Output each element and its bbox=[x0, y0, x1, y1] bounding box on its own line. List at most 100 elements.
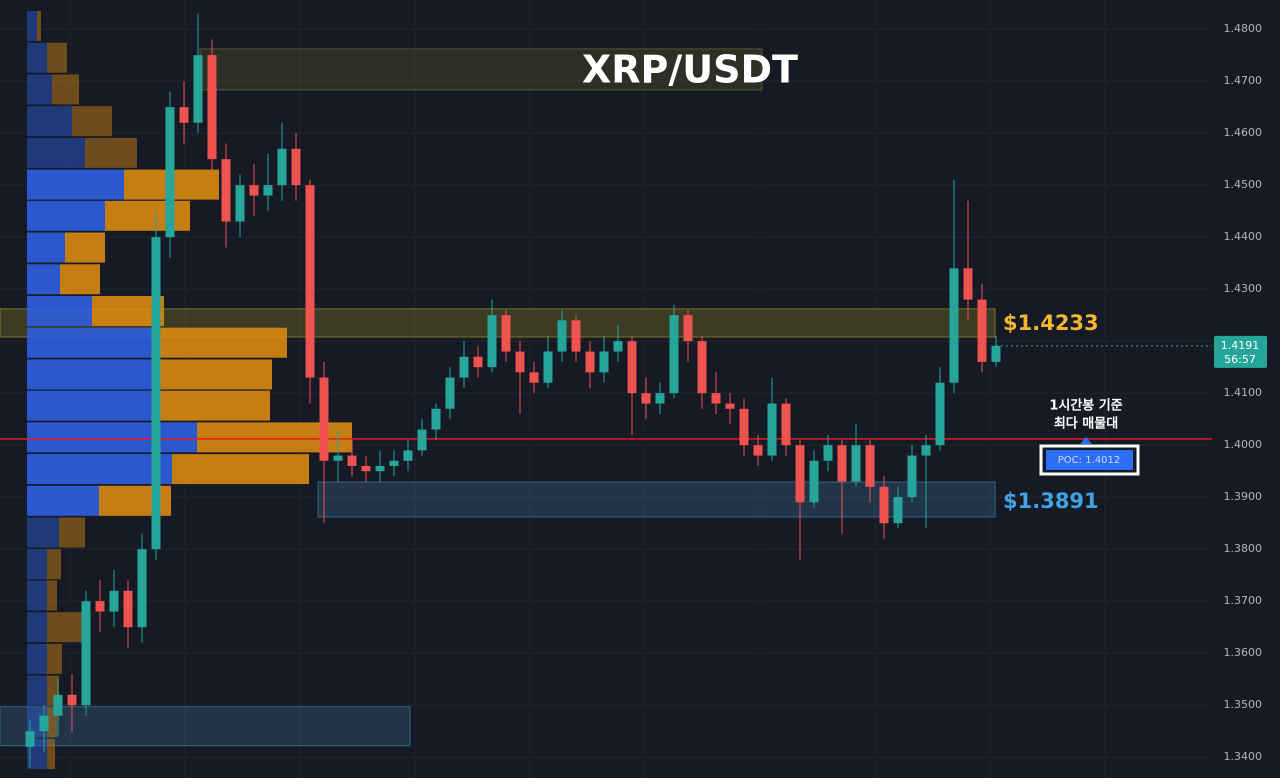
candle-body bbox=[81, 601, 91, 706]
candle-body bbox=[557, 320, 567, 352]
candle-body bbox=[725, 403, 735, 409]
profile-sell bbox=[47, 612, 82, 643]
candle-body bbox=[865, 445, 875, 487]
candle-body bbox=[305, 185, 315, 378]
y-tick-label: 1.3500 bbox=[1224, 698, 1263, 711]
candle-body bbox=[361, 465, 371, 472]
candle-body bbox=[585, 351, 595, 373]
candle-body bbox=[235, 185, 245, 222]
zone bbox=[317, 481, 996, 518]
candle-body bbox=[473, 356, 483, 368]
profile-buy bbox=[27, 264, 60, 295]
chart-title: XRP/USDT bbox=[582, 48, 798, 92]
profile-sell bbox=[85, 137, 137, 168]
profile-sell bbox=[47, 580, 57, 611]
profile-buy bbox=[27, 42, 47, 73]
annotation: 1시간봉 기준 bbox=[1049, 398, 1122, 414]
candle-body bbox=[207, 55, 217, 160]
candle-body bbox=[669, 315, 679, 394]
candle-body bbox=[39, 715, 49, 732]
candle-body bbox=[655, 393, 665, 404]
level-label: $1.3891 bbox=[1003, 489, 1099, 513]
candle-body bbox=[543, 351, 553, 383]
profile-buy bbox=[27, 74, 52, 105]
profile-sell bbox=[47, 643, 62, 674]
candle-body bbox=[795, 445, 805, 503]
y-tick-label: 1.4100 bbox=[1224, 386, 1263, 399]
candle-body bbox=[851, 445, 861, 482]
profile-sell bbox=[47, 739, 55, 770]
candle-body bbox=[711, 393, 721, 404]
profile-buy bbox=[27, 485, 99, 516]
profile-buy bbox=[27, 359, 152, 390]
candle-body bbox=[25, 731, 35, 747]
candle-body bbox=[823, 445, 833, 461]
candle-body bbox=[375, 465, 385, 472]
zone bbox=[199, 48, 763, 91]
y-tick-label: 1.4400 bbox=[1224, 230, 1263, 243]
candle-body bbox=[683, 315, 693, 342]
profile-buy bbox=[27, 580, 47, 611]
candle-body bbox=[291, 148, 301, 186]
profile-sell bbox=[152, 359, 272, 390]
profile-buy bbox=[27, 200, 105, 231]
candle-body bbox=[53, 694, 63, 716]
profile-sell bbox=[157, 327, 287, 358]
candle-body bbox=[403, 450, 413, 461]
y-tick-label: 1.4300 bbox=[1224, 282, 1263, 295]
profile-buy bbox=[27, 517, 59, 548]
profile-buy bbox=[27, 106, 72, 137]
candle-body bbox=[319, 377, 329, 461]
profile-buy bbox=[27, 422, 197, 453]
profile-buy bbox=[27, 454, 172, 485]
candle-body bbox=[151, 237, 161, 550]
candle-body bbox=[879, 486, 889, 524]
poc-box-frame bbox=[1039, 444, 1140, 476]
profile-buy bbox=[27, 11, 37, 42]
candle-body bbox=[641, 393, 651, 404]
candle-body bbox=[767, 403, 777, 456]
profile-buy bbox=[27, 390, 152, 421]
candle-body bbox=[935, 382, 945, 446]
candle-body bbox=[515, 351, 525, 373]
candle-body bbox=[921, 445, 931, 456]
candle-body bbox=[697, 341, 707, 394]
y-tick-label: 1.4000 bbox=[1224, 438, 1263, 451]
profile-buy bbox=[27, 232, 65, 263]
candle-body bbox=[837, 445, 847, 482]
level-label: $1.4233 bbox=[1003, 311, 1099, 335]
profile-sell bbox=[105, 200, 190, 231]
profile-sell bbox=[52, 74, 79, 105]
y-tick-label: 1.3700 bbox=[1224, 594, 1263, 607]
candle-body bbox=[221, 159, 231, 222]
poc-label: POC: 1.4012 bbox=[1058, 455, 1120, 466]
candle-body bbox=[753, 445, 763, 456]
candle-body bbox=[613, 341, 623, 352]
candle-body bbox=[333, 455, 343, 461]
candle-body bbox=[137, 549, 147, 628]
candle-body bbox=[571, 320, 581, 352]
candle-body bbox=[431, 408, 441, 430]
candle-body bbox=[165, 107, 175, 238]
candle-body bbox=[347, 455, 357, 466]
y-tick-label: 1.3900 bbox=[1224, 490, 1263, 503]
candle-body bbox=[991, 345, 1001, 362]
poc-box bbox=[1046, 450, 1133, 470]
candle-body bbox=[501, 315, 511, 352]
candle-body bbox=[739, 408, 749, 446]
candle-body bbox=[781, 403, 791, 446]
candle-body bbox=[809, 460, 819, 503]
profile-sell bbox=[59, 517, 85, 548]
y-tick-label: 1.3400 bbox=[1224, 750, 1263, 763]
candle-body bbox=[417, 429, 427, 451]
profile-sell bbox=[172, 454, 309, 485]
last-price-box bbox=[1214, 335, 1267, 368]
profile-buy bbox=[27, 169, 124, 200]
candle-body bbox=[263, 185, 273, 196]
candle-body bbox=[627, 341, 637, 394]
y-tick-label: 1.3800 bbox=[1224, 542, 1263, 555]
candle-body bbox=[277, 148, 287, 186]
candle-body bbox=[445, 377, 455, 409]
profile-sell bbox=[47, 707, 57, 738]
